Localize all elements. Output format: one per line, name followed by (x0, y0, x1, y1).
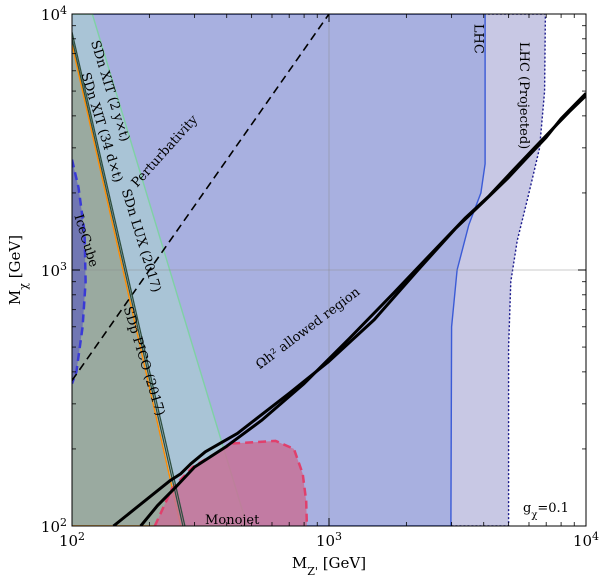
line-sdn-lux-2017 (72, 38, 184, 526)
x-tick-label: 104 (573, 530, 599, 551)
lines-layer (72, 14, 586, 526)
region-monojet (154, 440, 307, 526)
y-tick-label: 103 (41, 260, 67, 281)
line-sdn-xit-34-d-t (72, 31, 186, 526)
line-perturbativity (72, 14, 330, 381)
label-lhc: LHC (471, 24, 486, 54)
line-h-allowed-region-lower (139, 94, 586, 526)
x-axis-label: MZ' [GeV] (292, 554, 366, 578)
coupling-annotation: gχ=0.1 (523, 501, 569, 521)
region-edge-icecube (72, 159, 87, 385)
x-tick-label: 103 (316, 530, 342, 551)
annotation-suffix: =0.1 (537, 501, 569, 516)
region-edge-monojet (153, 439, 309, 526)
y-tick-label: 104 (41, 4, 67, 25)
ticks-layer: 102 103 104 102 103 104 (41, 4, 599, 551)
region-edge-sdp-pico-2017 (72, 44, 182, 526)
annotation-sub: χ (531, 510, 537, 521)
annotation-prefix: g (523, 501, 531, 516)
x-tick-label: 102 (59, 530, 85, 551)
region-edge-lhc (72, 14, 486, 526)
label-lhc-projected: LHC (Projected) (516, 42, 531, 149)
label-monojet: Monojet (205, 513, 260, 528)
grid-layer (72, 14, 586, 526)
y-axis-label: Mχ [GeV] (6, 235, 30, 305)
y-tick-label: 102 (41, 516, 67, 537)
